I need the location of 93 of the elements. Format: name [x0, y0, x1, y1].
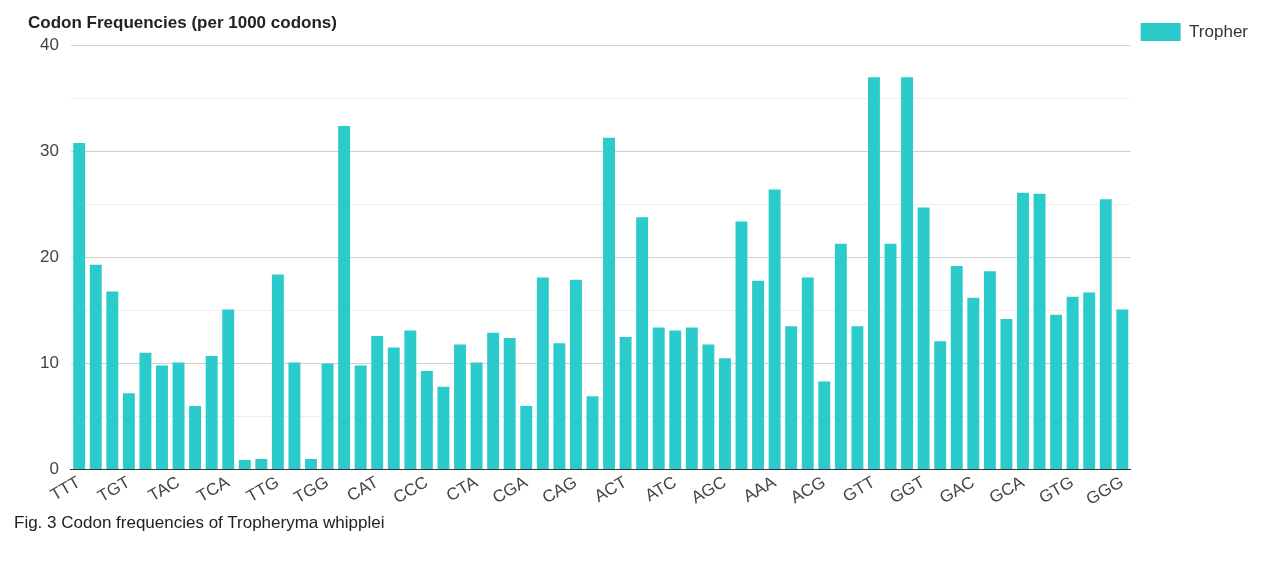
x-tick-label: ATC [641, 472, 680, 506]
bar [768, 189, 781, 469]
bar [387, 347, 400, 469]
bar [271, 274, 284, 469]
bar [785, 326, 798, 469]
legend-label: Tropher [1189, 21, 1249, 41]
bar [1066, 296, 1079, 469]
bar [354, 365, 367, 469]
bar [520, 405, 533, 469]
bar [420, 370, 433, 469]
bar [255, 458, 268, 469]
x-tick-label: GGG [1082, 472, 1127, 509]
bar [189, 405, 202, 469]
bar [172, 362, 185, 469]
bar [917, 207, 930, 469]
x-tick-label: CTA [443, 472, 482, 506]
bar [669, 330, 682, 469]
x-tick-label: AAA [740, 472, 780, 506]
bar [868, 77, 880, 469]
bar [718, 358, 731, 469]
x-tick-label: CAT [343, 472, 382, 506]
bar [238, 459, 251, 469]
bar [702, 344, 715, 469]
bar [752, 280, 765, 469]
bar [834, 243, 847, 469]
bar [553, 343, 566, 469]
x-tick-label: CCC [389, 472, 432, 508]
bar [1033, 193, 1046, 469]
bar [1116, 309, 1129, 469]
x-tick-label: GTT [839, 472, 879, 506]
bar [205, 356, 218, 469]
bar [305, 458, 317, 469]
bar [338, 125, 351, 469]
bar [404, 330, 417, 469]
x-tick-label: TCA [193, 472, 234, 506]
x-tick-label: TAC [145, 472, 183, 506]
caption: Fig. 3 Codon frequencies of Tropheryma whipplei [13, 513, 386, 533]
bar [884, 243, 897, 469]
x-tick-label: GCA [985, 472, 1028, 508]
bar [222, 309, 235, 469]
y-tick-label: 0 [49, 459, 59, 479]
bar [735, 221, 748, 469]
bar [536, 277, 549, 469]
bar [636, 217, 649, 469]
bar [1050, 314, 1063, 469]
bar [470, 362, 483, 469]
bar [1099, 199, 1112, 469]
bar [1083, 292, 1096, 469]
bar [288, 362, 301, 469]
bar [437, 386, 450, 469]
bar [371, 335, 384, 469]
bar [454, 344, 466, 469]
bar [603, 137, 615, 469]
bar [106, 291, 119, 469]
bar [321, 363, 334, 469]
x-tick-label: TTG [243, 472, 283, 506]
x-tick-label: GGT [886, 472, 928, 508]
bar [122, 393, 135, 469]
bar [901, 77, 914, 469]
x-tick-label: CGA [489, 472, 532, 508]
bar [586, 396, 599, 469]
bar [487, 332, 500, 469]
bar [983, 271, 996, 469]
bar [139, 352, 152, 469]
x-tick-label: TGG [290, 472, 332, 508]
x-tick-label: TGT [94, 472, 134, 506]
x-tick-label: ACG [787, 472, 829, 508]
bar [503, 338, 516, 469]
y-tick-label: 40 [39, 35, 59, 55]
bar [851, 326, 864, 469]
x-tick-label: ACT [591, 472, 630, 506]
bar [652, 327, 665, 469]
bar [685, 327, 698, 469]
bar [934, 341, 947, 469]
bar [89, 264, 102, 469]
x-tick-label: AGC [687, 472, 730, 508]
bar [950, 265, 963, 469]
y-tick-label: 10 [39, 353, 59, 373]
bar [818, 381, 831, 469]
bar [569, 279, 582, 469]
x-tick-label: CAG [538, 472, 581, 508]
bar [801, 277, 814, 469]
chart-title: Codon Frequencies (per 1000 codons) [28, 12, 337, 32]
y-tick-label: 30 [39, 141, 59, 161]
y-tick-label: 20 [39, 247, 59, 267]
bar [1000, 318, 1013, 469]
bar [156, 365, 168, 469]
bar [1017, 192, 1029, 469]
bar [73, 142, 86, 469]
bar [967, 297, 980, 469]
x-tick-label: GAC [936, 472, 978, 508]
x-tick-label: GTG [1035, 472, 1077, 508]
bar [619, 336, 632, 469]
